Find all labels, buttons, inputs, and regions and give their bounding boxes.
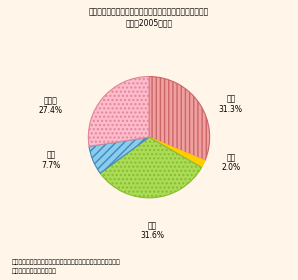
Wedge shape: [88, 76, 149, 146]
Text: 給湯
31.6%: 給湯 31.6%: [140, 221, 164, 240]
Text: 要覧」より環境省作成: 要覧」より環境省作成: [12, 268, 57, 274]
Text: 動力他
27.4%: 動力他 27.4%: [39, 96, 63, 115]
Wedge shape: [149, 76, 210, 161]
Text: 厨房
7.7%: 厨房 7.7%: [42, 151, 61, 170]
Wedge shape: [100, 137, 202, 198]
Wedge shape: [89, 137, 149, 173]
Text: 暖房
31.3%: 暖房 31.3%: [219, 94, 243, 113]
Text: 冷房
2.0%: 冷房 2.0%: [222, 153, 241, 172]
Text: 図３－４－３　民生家庭部門における二酸化炊素排出量の: 図３－４－３ 民生家庭部門における二酸化炊素排出量の: [89, 7, 209, 16]
Text: 資料：（財）日本エネルギー経済研究所「エネルギー・経済統計: 資料：（財）日本エネルギー経済研究所「エネルギー・経済統計: [12, 259, 121, 265]
Wedge shape: [149, 137, 205, 167]
Text: 内訳（2005年度）: 内訳（2005年度）: [125, 18, 173, 27]
